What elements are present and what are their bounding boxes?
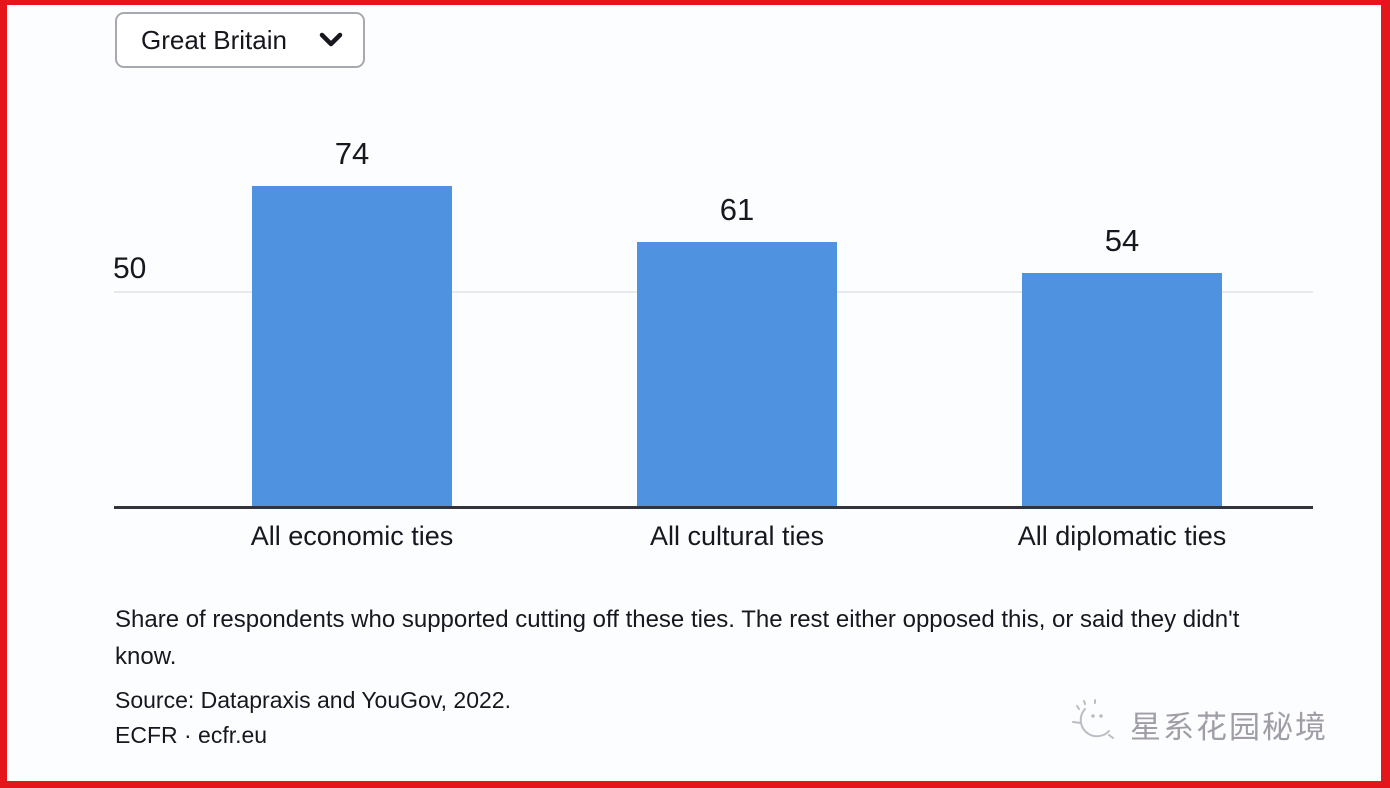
bar[interactable] [637,242,837,506]
publisher-text: ECFR · ecfr.eu [115,722,268,748]
bar-group: 74 All economic ties [251,0,454,551]
watermark: 星系花园秘境 [1068,698,1328,751]
bar[interactable] [252,186,452,506]
bar-group: 54 All diplomatic ties [1018,0,1227,551]
bar-value-label: 61 [719,192,755,227]
source-text: Source: Datapraxis and YouGov, 2022. [115,687,511,713]
y-axis-tick-label: 50 [113,252,147,285]
chick-doodle-icon [1068,698,1120,751]
category-label: All diplomatic ties [1017,521,1227,551]
x-axis-line [114,506,1313,509]
watermark-text: 星系花园秘境 [1130,710,1328,746]
bar-value-label: 74 [334,136,370,171]
country-select-value: Great Britain [141,24,287,55]
country-select[interactable]: Great Britain [115,12,365,68]
category-label: All economic ties [250,521,454,551]
chevron-down-icon [319,32,343,48]
chart-caption: Share of respondents who supported cutti… [115,606,1240,670]
category-label: All cultural ties [649,521,825,551]
bar-value-label: 54 [1104,223,1140,258]
bar[interactable] [1022,273,1222,506]
bar-group: 61 All cultural ties [637,0,837,551]
